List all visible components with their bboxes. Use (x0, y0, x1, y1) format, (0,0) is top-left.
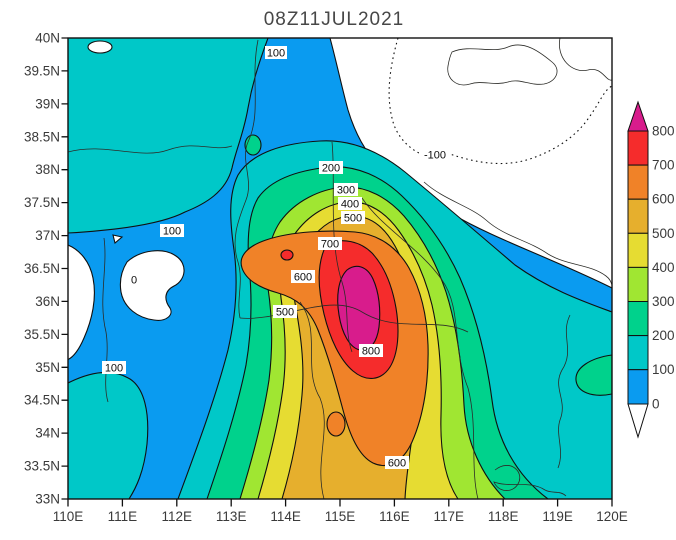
contour-label-700: 700 (321, 239, 339, 251)
x-tick-label: 111E (108, 509, 138, 524)
y-tick-label: 39N (35, 96, 60, 111)
fill-below0-sea-northeast (330, 38, 612, 288)
y-axis-ticks (61, 37, 68, 500)
colorbar-arrow-above-800 (627, 100, 649, 132)
contour-label-minus100: -100 (424, 150, 446, 162)
y-tick-label: 35.5N (24, 327, 60, 342)
contour-minus100-dotted-west (388, 38, 422, 155)
plot-frame (67, 37, 613, 500)
contour-label-500: 500 (344, 213, 362, 225)
boundary-line-north-south-core (331, 141, 353, 353)
boundary-line-left-wedge (102, 237, 109, 403)
y-tick-label: 36N (35, 294, 60, 309)
colorbar-seg-500-600 (627, 198, 649, 234)
contour-label-300: 300 (337, 185, 355, 197)
x-tick-label: 114E (270, 509, 301, 524)
coastline-southeast (557, 314, 571, 469)
y-tick-label: 36.5N (24, 261, 60, 276)
colorbar-label-400: 400 (652, 260, 675, 275)
contour-label-800: 800 (362, 346, 380, 358)
x-tick-label: 110E (53, 509, 84, 524)
colorbar-label-600: 600 (652, 192, 675, 207)
colorbar-label-100: 100 (652, 362, 675, 377)
fill-below0-oval-topleft (87, 40, 113, 54)
map-area (68, 38, 612, 499)
x-tick-label: 115E (325, 509, 356, 524)
boundary-line-shanxi (234, 39, 259, 319)
colorbar-label-0: 0 (652, 396, 660, 411)
colorbar-label-200: 200 (652, 328, 675, 343)
y-tick-label: 37.5N (24, 195, 60, 210)
contour-label-100-top: 100 (267, 48, 285, 60)
y-tick-label: 34.5N (24, 393, 60, 408)
coastline-bohai-loop (447, 44, 558, 86)
y-tick-label: 38.5N (24, 129, 60, 144)
plot-title: 08Z11JUL2021 (264, 9, 405, 30)
colorbar-seg-400-500 (627, 232, 649, 268)
boundary-line-northwest (68, 145, 233, 154)
fill-band-100-200-southwest (68, 372, 148, 499)
colorbar-seg-700-800 (627, 130, 649, 166)
x-tick-label: 117E (434, 509, 465, 524)
colorbar-arrow-below-0 (627, 403, 649, 439)
fill-below0-pocket-left-edge (68, 244, 95, 361)
boundary-line-east (361, 197, 479, 499)
colorbar-seg-100-200 (627, 335, 649, 371)
y-tick-label: 39.5N (24, 63, 60, 78)
coastline-liaodong (558, 38, 612, 81)
x-axis-labels: 110E 111E 112E 113E 114E 115E 116E 117E … (53, 509, 628, 524)
y-axis-labels: 40N 39.5N 39N 38.5N 38N 37.5N 37N 36.5N … (24, 31, 60, 507)
y-tick-label: 38N (35, 162, 60, 177)
fill-below0-pocket-center (119, 250, 185, 321)
colorbar-seg-0-100 (627, 369, 649, 405)
contour-100-northwest (68, 38, 269, 234)
contour-100-southwest (68, 371, 149, 499)
x-axis-ticks (67, 499, 613, 507)
boundary-line-south-central (299, 301, 325, 499)
x-tick-label: 118E (488, 509, 519, 524)
contour-label-0: 0 (131, 275, 137, 287)
y-tick-label: 40N (35, 31, 60, 46)
y-tick-label: 33.5N (24, 459, 60, 474)
fill-patch-200-right-edge (575, 354, 612, 396)
colorbar-seg-300-400 (627, 266, 649, 302)
y-tick-label: 37N (35, 228, 60, 243)
x-tick-label: 120E (596, 509, 628, 524)
colorbar-label-700: 700 (652, 158, 675, 173)
contour-label-100-southwest: 100 (105, 363, 123, 375)
contour-label-200: 200 (322, 163, 340, 175)
fill-band-100-200-northwest (68, 38, 268, 233)
x-tick-label: 112E (162, 509, 193, 524)
y-tick-label: 34N (35, 426, 60, 441)
colorbar: 800 700 600 500 400 300 200 100 0 (627, 100, 675, 439)
contour-label-100-west: 100 (163, 226, 181, 238)
colorbar-seg-200-300 (627, 301, 649, 337)
fill-patch-200-northwest (244, 134, 262, 156)
colorbar-label-800: 800 (652, 124, 675, 139)
y-tick-label: 35N (35, 360, 60, 375)
x-tick-label: 113E (216, 509, 247, 524)
y-tick-label: 33N (35, 492, 60, 507)
colorbar-seg-600-700 (627, 164, 649, 200)
coastline-shandong (423, 181, 612, 286)
fill-600-small-oval (326, 411, 346, 437)
colorbar-label-500: 500 (652, 226, 675, 241)
contour-minus100-dotted-east (446, 85, 612, 165)
contour-label-500-west: 500 (276, 307, 294, 319)
colorbar-label-300: 300 (652, 294, 675, 309)
contour-label-600-south: 600 (388, 458, 406, 470)
coastline-south-squiggle (493, 465, 567, 497)
contour-label-400: 400 (341, 199, 359, 211)
contour-100-main (177, 140, 612, 499)
x-tick-label: 116E (379, 509, 410, 524)
contour-labels: 100 200 300 400 500 700 600 500 800 600 … (102, 46, 451, 470)
x-tick-label: 119E (542, 509, 573, 524)
contour-label-600-west: 600 (294, 272, 312, 284)
fill-700-secondary-spot (280, 249, 294, 261)
fill-below0-pocket-small (112, 234, 124, 244)
